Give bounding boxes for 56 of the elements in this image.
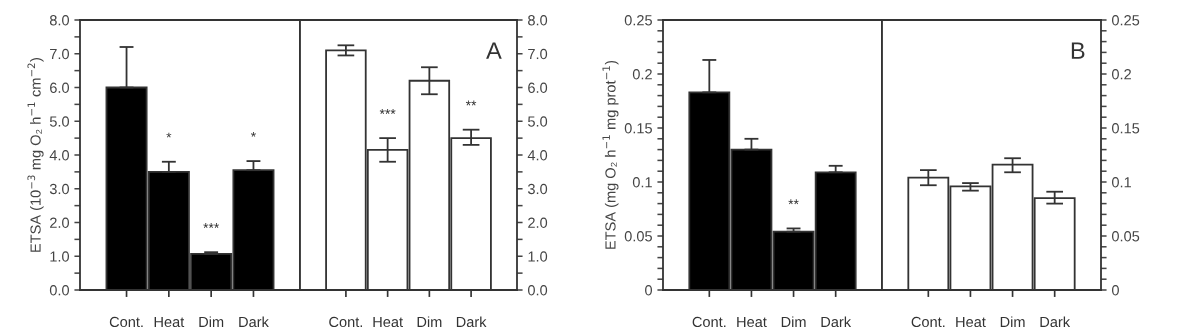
- y2-tick-label: 7.0: [528, 48, 548, 60]
- annotation: *: [166, 132, 172, 138]
- x-tick-label: Cont.: [911, 316, 945, 328]
- y-tick-label: 0.15: [624, 123, 652, 134]
- x-tick-label: Dark: [821, 316, 852, 328]
- y2-tick-label: 0.0: [527, 285, 548, 296]
- data-label: **: [465, 100, 477, 106]
- annotation: A: [486, 42, 502, 59]
- y-tick-label: 8.0: [49, 15, 70, 26]
- x-tick-label: Dim: [199, 316, 224, 327]
- y2-tick-label: 0: [1111, 285, 1119, 296]
- y-tick-label: 1.0: [50, 251, 70, 262]
- y-axis-title: ETSA (10$^{−3}$ mg O₂ h$^{−1}$ cm$^{−2}$): [27, 58, 44, 252]
- y2-tick-label: 4.0: [527, 150, 548, 161]
- x-tick-label: Cont.: [109, 316, 143, 328]
- data-label: ***: [379, 109, 396, 114]
- x-tick-label: Heat: [737, 316, 767, 328]
- x-tick-label: Dim: [417, 316, 442, 327]
- annotation: B: [1071, 42, 1085, 59]
- y2-tick-label: 0.2: [1111, 69, 1131, 80]
- x-tick-label: Heat: [154, 316, 185, 328]
- y2-tick-label: 0.05: [1111, 231, 1140, 242]
- y-tick-label: 3.0: [49, 183, 70, 195]
- y-tick-label: 0.1: [632, 177, 652, 188]
- x-tick-label: Dark: [239, 316, 269, 328]
- y-tick-label: 0.2: [632, 69, 652, 80]
- x-tick-label: Heat: [956, 316, 986, 328]
- x-tick-label: Cont.: [329, 316, 362, 328]
- annotation: **: [788, 199, 799, 205]
- y-tick-label: 0.05: [624, 231, 652, 242]
- y2-tick-label: 6.0: [528, 82, 548, 93]
- y2-tick-label: 1.0: [528, 251, 548, 262]
- y-tick-label: 6.0: [50, 82, 70, 93]
- y-tick-label: 2.0: [50, 217, 70, 228]
- y2-tick-label: 0.1: [1111, 177, 1131, 188]
- y2-tick-label: 0.15: [1111, 123, 1140, 134]
- y-tick-label: 0.25: [624, 15, 652, 26]
- x-tick-label: Dark: [1040, 316, 1071, 328]
- x-tick-label: Dim: [781, 316, 806, 327]
- annotation: ***: [203, 223, 220, 228]
- x-tick-label: Dim: [1000, 316, 1025, 327]
- annotation: *: [250, 131, 256, 137]
- y2-tick-label: 0.25: [1111, 15, 1140, 26]
- y2-tick-label: 3.0: [527, 183, 548, 195]
- y-tick-label: 4.0: [49, 150, 70, 161]
- y2-tick-label: 2.0: [528, 217, 548, 228]
- y2-tick-label: 5.0: [528, 116, 548, 127]
- y2-tick-label: 8.0: [528, 15, 548, 26]
- x-tick-label: Dark: [456, 316, 487, 328]
- y-axis-title: ETSA (mg O₂ h$^{−1}$ mg prot$^{−1}$): [602, 60, 619, 249]
- y-tick-label: 0.0: [49, 285, 70, 296]
- y-tick-label: 7.0: [50, 48, 70, 60]
- y-tick-label: 0: [645, 285, 653, 296]
- y-tick-label: 5.0: [49, 116, 70, 127]
- x-tick-label: Cont.: [692, 316, 726, 328]
- x-tick-label: Heat: [373, 316, 403, 328]
